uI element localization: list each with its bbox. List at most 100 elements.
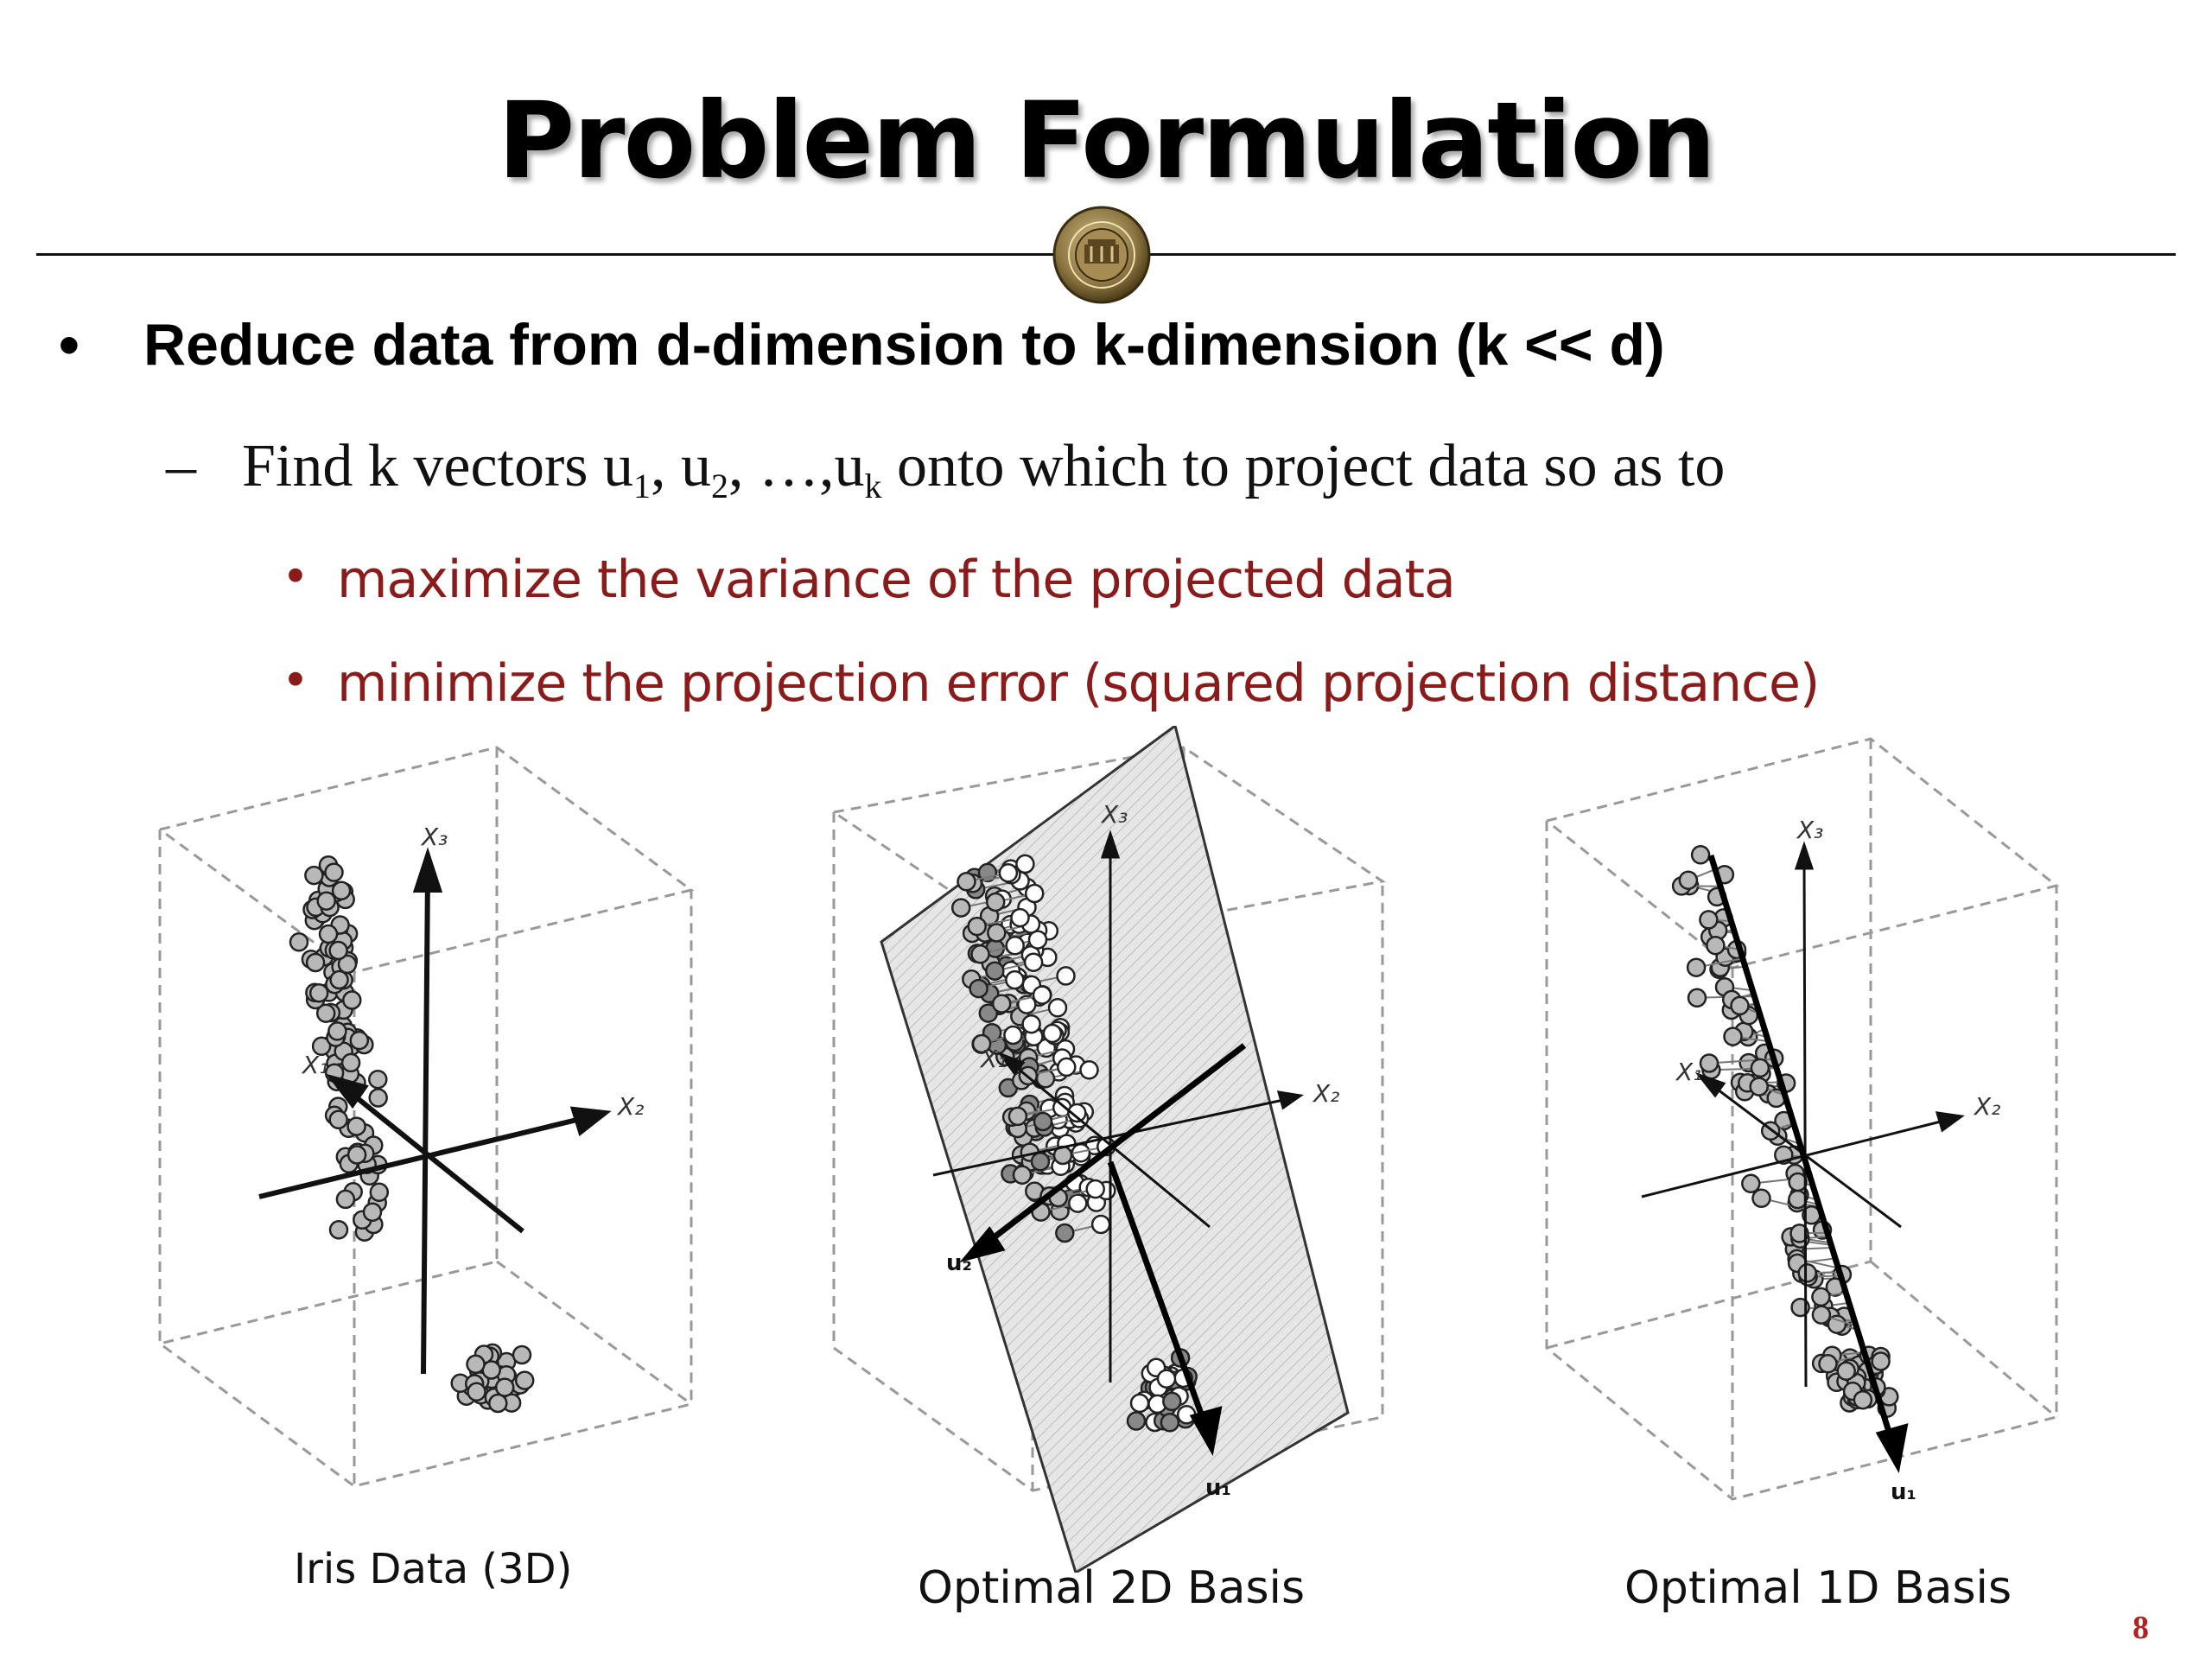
caption-iris-3d: Iris Data (3D) — [294, 1545, 573, 1593]
data-point — [1678, 870, 1699, 890]
data-point — [1017, 995, 1037, 1014]
data-point — [978, 1003, 999, 1023]
data-point — [1811, 1305, 1832, 1325]
data-point — [1686, 957, 1707, 977]
subscript-k: k — [864, 467, 882, 505]
x2-arrow — [569, 1106, 612, 1137]
points — [289, 855, 535, 1414]
x3-arrow — [412, 847, 443, 893]
main-bullet-text: Reduce data from d-dimension to k-dimens… — [143, 312, 1665, 378]
data-point — [1068, 1193, 1088, 1213]
data-point — [998, 863, 1019, 883]
university-seal-icon — [1052, 206, 1151, 304]
data-point — [1010, 907, 1030, 928]
data-point — [1067, 1103, 1087, 1123]
data-point — [1057, 1057, 1077, 1077]
data-point — [494, 1377, 515, 1397]
caption-optimal-1d-basis: Optimal 1D Basis — [1624, 1562, 2012, 1614]
u1-vector — [1107, 1160, 1209, 1427]
figure-optimal-1d-basis: X₃ X₂ X₁ u₁ — [1545, 737, 2060, 1505]
data-point — [1699, 1053, 1719, 1073]
data-point — [1056, 966, 1076, 986]
data-point — [1788, 1189, 1808, 1210]
sub-bullet-suffix: onto which to project data so as to — [881, 433, 1726, 499]
data-point — [1027, 930, 1048, 950]
data-point — [328, 1109, 348, 1130]
data-point — [1687, 988, 1707, 1008]
data-point — [335, 1189, 356, 1210]
data-point — [1042, 1023, 1063, 1044]
objective-text: maximize the variance of the projected d… — [337, 550, 1456, 610]
data-point — [346, 1116, 366, 1136]
data-point — [362, 1202, 383, 1223]
data-point — [328, 1220, 349, 1240]
x2-label: X₂ — [1973, 1092, 2000, 1121]
data-point — [1129, 1393, 1150, 1414]
subscript-2: 2 — [711, 467, 729, 505]
data-point — [985, 961, 1005, 981]
data-point — [327, 1021, 347, 1041]
data-point — [1818, 1354, 1838, 1374]
data-point — [1012, 1165, 1033, 1185]
data-point — [328, 940, 348, 961]
data-point — [1005, 969, 1025, 990]
data-point — [308, 982, 329, 1003]
data-point — [1023, 952, 1044, 972]
data-point — [1055, 1223, 1075, 1243]
data-point — [1160, 1413, 1180, 1433]
data-point — [512, 1344, 532, 1365]
data-point — [315, 1003, 336, 1023]
x1-label: X₁ — [1675, 1058, 1702, 1086]
bounding-box — [1545, 737, 2060, 1501]
basis-vectors — [959, 1043, 1247, 1457]
data-point — [950, 898, 971, 918]
bullet-mark: • — [282, 550, 309, 604]
basis-vectors — [1707, 854, 1909, 1474]
data-point — [331, 880, 352, 901]
points — [1671, 845, 1899, 1418]
x3-axis — [1802, 859, 1808, 1388]
u2-label: u₂ — [946, 1250, 972, 1276]
data-point — [1032, 985, 1052, 1005]
axes — [258, 847, 612, 1375]
data-point — [304, 865, 324, 886]
data-point — [1723, 1027, 1743, 1046]
bullet-mark: • — [282, 653, 309, 708]
x1-label: X₁ — [301, 1051, 328, 1079]
data-point — [488, 1393, 508, 1414]
data-point — [311, 1036, 332, 1057]
data-point — [969, 978, 988, 999]
data-point — [1871, 1351, 1891, 1371]
data-point — [1021, 1014, 1041, 1034]
x2-label: X₂ — [1312, 1079, 1339, 1108]
data-point — [985, 892, 1006, 912]
x3-label: X₃ — [420, 823, 448, 851]
data-point — [1024, 883, 1045, 904]
data-point — [1699, 910, 1719, 930]
data-point — [346, 1145, 367, 1165]
dash-mark: – — [166, 433, 196, 499]
figure-iris-3d: X₃ X₂ X₁ — [158, 746, 695, 1488]
data-point — [967, 916, 987, 937]
u2-vector — [982, 1043, 1247, 1247]
data-point — [514, 1370, 535, 1390]
points — [950, 854, 1198, 1433]
data-point — [1827, 1314, 1847, 1334]
data-point — [1003, 1025, 1023, 1046]
data-point — [337, 954, 358, 975]
data-point — [1090, 1214, 1111, 1235]
data-point — [368, 1069, 388, 1090]
data-point — [349, 1030, 370, 1051]
x2-label: X₂ — [616, 1092, 644, 1121]
sub-bullet-part3: , …,u — [728, 433, 865, 499]
data-point — [957, 872, 976, 892]
sub-bullet-prefix: Find k vectors u — [242, 433, 634, 499]
data-point — [1162, 1391, 1182, 1412]
data-point — [1007, 1106, 1028, 1127]
data-point — [1741, 1173, 1761, 1194]
x2-axis — [932, 1097, 1288, 1177]
data-point — [1749, 1077, 1769, 1096]
data-point — [1789, 1224, 1809, 1243]
objective-text: minimize the projection error (squared p… — [337, 653, 1820, 714]
sub-bullet-part2: , u — [651, 433, 712, 499]
